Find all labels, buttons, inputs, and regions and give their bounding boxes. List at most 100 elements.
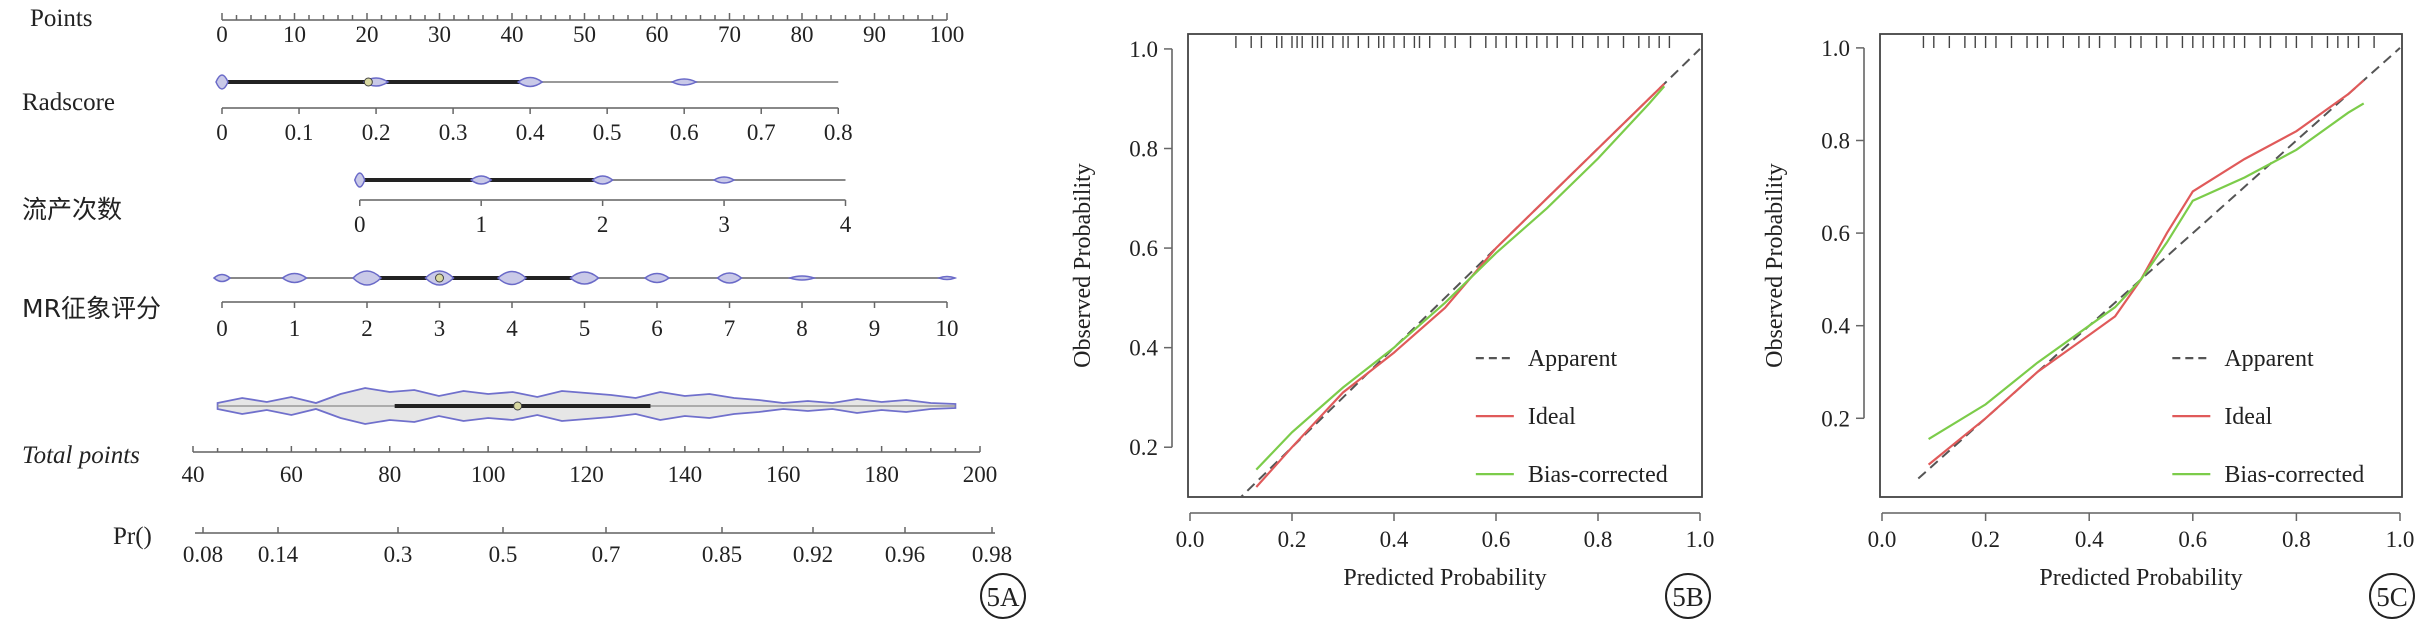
tick-label-abortion: 0	[354, 212, 366, 237]
y-tick-label: 0.8	[1129, 137, 1158, 162]
mr-violin	[716, 272, 743, 284]
radscore-violin	[516, 76, 544, 88]
tick-label-total: 100	[471, 462, 506, 487]
tick-label-abortion: 3	[718, 212, 730, 237]
tick-label-mr: 5	[579, 316, 591, 341]
tick-label-total: 40	[182, 462, 205, 487]
tick-label-pr: 0.14	[258, 542, 299, 567]
row-label-total: Total points	[22, 442, 140, 469]
tick-label-abortion: 2	[597, 212, 609, 237]
x-tick-label: 0.4	[2075, 527, 2104, 552]
x-tick-label: 0.2	[1971, 527, 2000, 552]
series-line-apparent	[1917, 47, 2401, 480]
tick-label-pr: 0.5	[489, 542, 518, 567]
tick-label-radscore: 0.7	[747, 120, 776, 145]
mr-violin	[643, 272, 671, 284]
x-tick-label: 0.2	[1278, 527, 1307, 552]
mr-violin	[936, 275, 958, 281]
plot-frame	[1187, 33, 1703, 498]
tick-label-total: 80	[378, 462, 401, 487]
x-tick-label: 0.0	[1868, 527, 1897, 552]
series-group	[1239, 48, 1701, 497]
tick-label-radscore: 0.4	[516, 120, 545, 145]
tick-label-mr: 1	[289, 316, 301, 341]
tick-label-points: 80	[791, 22, 814, 47]
tick-label-pr: 0.96	[885, 542, 925, 567]
x-tick-label: 0.6	[2178, 527, 2207, 552]
radscore-violin	[215, 74, 229, 90]
mr-violin	[351, 270, 383, 286]
tick-label-total: 180	[864, 462, 899, 487]
tick-label-radscore: 0.1	[285, 120, 314, 145]
mr-violin	[281, 272, 308, 284]
tick-label-abortion: 4	[840, 212, 852, 237]
legend-label: Ideal	[2224, 404, 2272, 430]
panel-label-circle-5a	[980, 573, 1026, 619]
tick-label-points: 60	[646, 22, 669, 47]
tick-label-points: 90	[863, 22, 886, 47]
tick-label-mr: 6	[651, 316, 663, 341]
y-tick-label: 0.4	[1129, 336, 1158, 361]
tick-label-radscore: 0.3	[439, 120, 468, 145]
tick-label-total: 120	[569, 462, 604, 487]
y-tick-label: 1.0	[1129, 37, 1158, 62]
calibration-panel-c: 0.0 0.2 0.4 0.6 0.8 1.0 0.2 0.4 0.6 0.8 1.0 Predict…	[1762, 33, 2415, 619]
calibration-panel-b: 0.0 0.2 0.4 0.6 0.8 1.0 0.2 0.4 0.6 0.8 1.0 Predict…	[1070, 33, 1715, 619]
tick-label-pr: 0.85	[702, 542, 742, 567]
tick-label-total: 60	[280, 462, 303, 487]
x-axis-title: Predicted Probability	[1343, 565, 1546, 591]
y-tick-label: 0.2	[1129, 435, 1158, 460]
x-tick-label: 0.8	[2282, 527, 2311, 552]
y-tick-label: 0.6	[1821, 221, 1850, 246]
tick-label-mr: 10	[936, 316, 959, 341]
row-label-radscore: Radscore	[22, 89, 115, 116]
tick-label-points: 50	[573, 22, 596, 47]
tick-label-pr: 0.92	[793, 542, 833, 567]
tick-label-points: 40	[501, 22, 524, 47]
x-tick-label: 0.8	[1584, 527, 1613, 552]
tick-label-radscore: 0.8	[824, 120, 853, 145]
panel-label-circle	[2369, 573, 2415, 619]
radscore-violin	[670, 78, 698, 86]
tick-label-total: 160	[766, 462, 801, 487]
mr-violin	[787, 275, 817, 281]
panel-label: 5C	[2376, 582, 2408, 612]
mr-violin	[212, 273, 232, 283]
abortion-violin	[591, 175, 614, 185]
row-label-abortion: 流产次数	[22, 195, 122, 224]
tick-label-points: 100	[930, 22, 965, 47]
series-line-ideal	[1255, 83, 1666, 488]
tick-label-mr: 0	[216, 316, 228, 341]
x-tick-label: 1.0	[1686, 527, 1715, 552]
tick-label-mr: 7	[724, 316, 736, 341]
tick-label-pr: 0.98	[972, 542, 1012, 567]
y-tick-label: 0.4	[1821, 314, 1850, 339]
tick-label-radscore: 0.5	[593, 120, 622, 145]
y-tick-label: 0.6	[1129, 236, 1158, 261]
x-tick-label: 0.6	[1482, 527, 1511, 552]
abortion-violin	[469, 175, 493, 185]
tick-label-points: 10	[283, 22, 306, 47]
legend-label: Bias-corrected	[1528, 462, 1668, 488]
tick-label-mr: 9	[869, 316, 881, 341]
series-line-ideal	[1927, 79, 2365, 466]
y-tick-label: 0.8	[1821, 128, 1850, 153]
tick-label-abortion: 1	[475, 212, 487, 237]
tick-label-total: 200	[963, 462, 998, 487]
tick-label-points: 70	[718, 22, 741, 47]
tick-label-points: 20	[356, 22, 379, 47]
legend-label: Apparent	[2224, 346, 2314, 372]
tick-label-radscore: 0	[216, 120, 228, 145]
mr-median-dot	[435, 273, 444, 283]
row-label-points: Points	[30, 5, 93, 32]
x-tick-label: 1.0	[2386, 527, 2415, 552]
nomogram-panel: Points Radscore 流产次数 MR征象评分 Total points Pr()…	[22, 5, 1026, 619]
legend-label: Apparent	[1528, 346, 1618, 372]
x-tick-label: 0.4	[1380, 527, 1409, 552]
legend-label: Bias-corrected	[2224, 462, 2364, 488]
tick-label-points: 0	[216, 22, 228, 47]
mr-violin	[496, 270, 528, 286]
total-median-dot	[513, 401, 523, 411]
row-label-pr: Pr()	[113, 523, 152, 550]
